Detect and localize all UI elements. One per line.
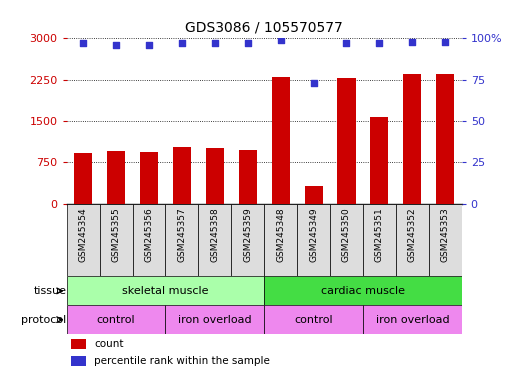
Bar [74,153,92,204]
Text: protocol: protocol [22,314,67,325]
Bar [330,204,363,276]
Text: GSM245359: GSM245359 [243,207,252,262]
Point [408,39,417,45]
Bar [165,204,199,276]
Bar [132,204,165,276]
Point [244,40,252,46]
Bar [199,204,231,276]
Text: iron overload: iron overload [376,314,449,325]
Text: percentile rank within the sample: percentile rank within the sample [94,356,270,366]
Text: tissue: tissue [34,286,67,296]
Point [211,40,219,46]
Title: GDS3086 / 105570577: GDS3086 / 105570577 [185,20,343,35]
Bar [305,186,323,204]
Bar [264,204,297,276]
Text: skeletal muscle: skeletal muscle [122,286,209,296]
Point [376,40,384,46]
Text: control: control [294,314,333,325]
Point [441,39,449,45]
Bar [396,204,429,276]
Text: count: count [94,339,124,349]
Point [342,40,350,46]
Bar [107,151,125,204]
Text: GSM245358: GSM245358 [210,207,220,262]
Point [79,40,87,46]
Text: GSM245355: GSM245355 [111,207,121,262]
Text: GSM245354: GSM245354 [78,207,88,262]
Bar [165,305,264,334]
Text: GSM245356: GSM245356 [145,207,153,262]
Text: iron overload: iron overload [178,314,252,325]
Bar [403,74,421,204]
Bar [67,305,165,334]
Bar [173,147,191,204]
Bar [67,276,264,305]
Text: cardiac muscle: cardiac muscle [321,286,405,296]
Bar [231,204,264,276]
Bar [140,152,158,204]
Bar [436,74,455,204]
Point [112,42,120,48]
Bar [100,204,132,276]
Bar [71,339,86,349]
Bar [264,305,363,334]
Text: GSM245357: GSM245357 [177,207,186,262]
Bar [297,204,330,276]
Text: GSM245349: GSM245349 [309,207,318,262]
Bar [429,204,462,276]
Text: GSM245351: GSM245351 [375,207,384,262]
Text: GSM245353: GSM245353 [441,207,450,262]
Bar [338,78,356,204]
Point [309,80,318,86]
Bar [271,77,290,204]
Point [145,42,153,48]
Bar [363,305,462,334]
Text: GSM245348: GSM245348 [276,207,285,262]
Text: control: control [97,314,135,325]
Bar [67,204,100,276]
Bar [239,150,257,204]
Text: GSM245352: GSM245352 [408,207,417,262]
Bar [363,204,396,276]
Bar [71,356,86,366]
Text: GSM245350: GSM245350 [342,207,351,262]
Point [178,40,186,46]
Point [277,37,285,43]
Bar [206,149,224,204]
Bar [264,276,462,305]
Bar [370,117,388,204]
